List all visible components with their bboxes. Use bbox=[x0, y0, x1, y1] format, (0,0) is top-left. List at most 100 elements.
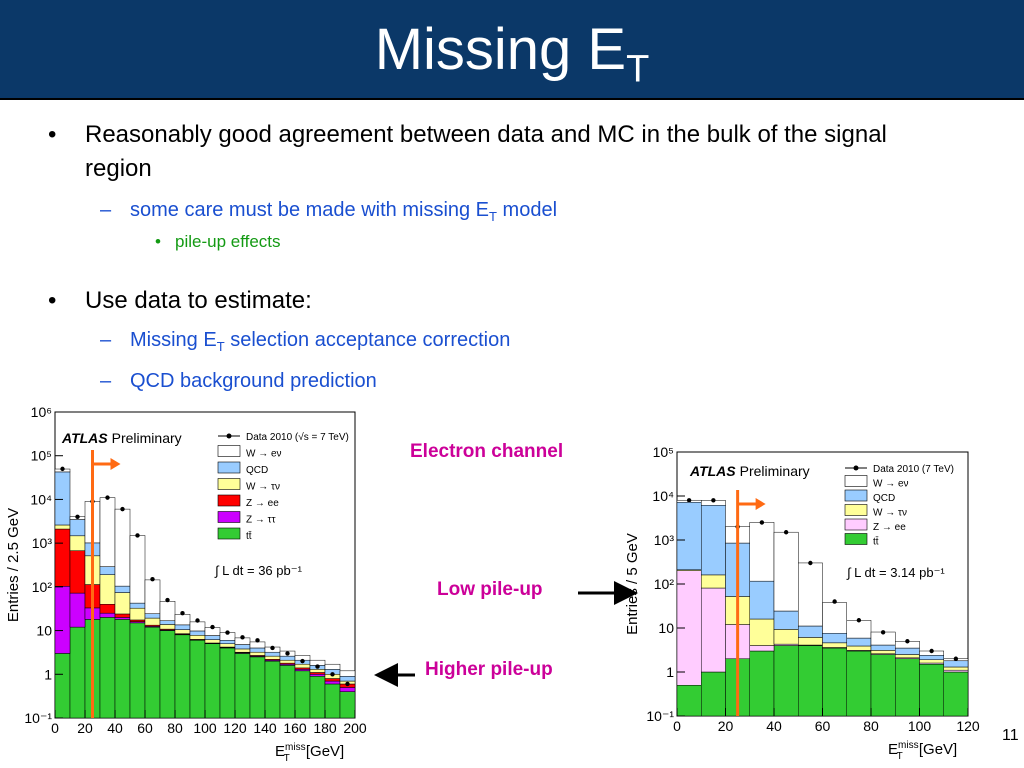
hist-bar bbox=[189, 635, 206, 640]
hist-bar bbox=[249, 651, 266, 656]
label: Higher pile-up bbox=[425, 659, 553, 680]
data-point bbox=[711, 498, 716, 503]
x-tick-label: 120 bbox=[956, 718, 980, 734]
hist-bar bbox=[159, 624, 176, 630]
bullet: some care must be made with missing ET m… bbox=[100, 197, 910, 230]
data-point bbox=[832, 599, 837, 604]
bullet-text: T bbox=[216, 339, 225, 354]
data-point bbox=[345, 681, 350, 687]
x-label-sup: miss bbox=[898, 740, 919, 751]
hist-bar bbox=[234, 648, 251, 653]
lumi: ∫ L dt = 36 pb⁻¹ bbox=[214, 563, 303, 578]
hist-bar bbox=[294, 670, 311, 719]
hist-bar bbox=[943, 669, 969, 673]
hist-bar bbox=[174, 634, 191, 719]
hist-bar bbox=[129, 622, 146, 719]
legend-swatch bbox=[217, 478, 241, 490]
legend-swatch bbox=[844, 533, 868, 545]
y-tick-label: 10² bbox=[654, 576, 675, 592]
hist-bar bbox=[264, 660, 281, 719]
atlas-label: ATLAS Preliminary bbox=[61, 430, 182, 446]
hist-bar bbox=[159, 630, 176, 719]
hist-bar bbox=[54, 471, 71, 526]
hist-bar bbox=[798, 645, 823, 717]
hist-bar bbox=[99, 604, 116, 614]
hist-bar bbox=[324, 663, 341, 670]
hist-bar bbox=[339, 676, 356, 682]
data-point bbox=[808, 560, 813, 566]
data-point bbox=[929, 648, 934, 654]
hist-bar bbox=[701, 574, 726, 589]
hist-bar bbox=[701, 505, 726, 576]
hist-bar bbox=[294, 663, 311, 669]
hist-bar bbox=[249, 656, 266, 719]
legend-label: W → eν bbox=[246, 449, 282, 460]
hist-bar bbox=[189, 640, 206, 719]
y-tick-label: 10⁴ bbox=[30, 491, 52, 507]
legend-label: Data 2010 (√s = 7 TeV) bbox=[246, 431, 349, 443]
hist-bar bbox=[309, 674, 326, 677]
hist-bar bbox=[129, 607, 146, 621]
hist-bar bbox=[324, 680, 341, 685]
label: Low pile-up bbox=[437, 579, 543, 600]
data-point bbox=[210, 624, 215, 630]
data-point bbox=[285, 651, 290, 656]
hist-bar bbox=[309, 672, 326, 675]
x-label-sup: miss bbox=[285, 742, 306, 753]
hist-bar bbox=[204, 643, 221, 719]
data-point bbox=[165, 597, 170, 603]
data-point bbox=[195, 618, 200, 623]
y-tick-label: 10⁻¹ bbox=[24, 710, 52, 726]
data-point bbox=[135, 533, 140, 538]
x-axis-label: Emiss T [GeV] bbox=[275, 742, 344, 764]
hist-bar bbox=[129, 619, 146, 622]
data-point bbox=[905, 639, 910, 644]
bullet: QCD background prediction bbox=[100, 368, 910, 394]
y-tick-label: 10⁴ bbox=[652, 488, 674, 504]
hist-bar bbox=[701, 671, 726, 717]
lumi: ∫ L dt = 3.14 pb⁻¹ bbox=[846, 565, 945, 580]
hist-bar bbox=[144, 579, 161, 614]
y-tick-label: 10 bbox=[658, 620, 674, 636]
x-axis-label: Emiss T [GeV] bbox=[888, 740, 957, 762]
hist-bar bbox=[144, 613, 161, 619]
hist-bar bbox=[114, 613, 131, 618]
hist-bar bbox=[846, 645, 872, 651]
title: Missing E bbox=[374, 17, 627, 82]
hist-bar bbox=[701, 587, 726, 673]
hist-bar bbox=[129, 535, 146, 604]
hist-bar bbox=[99, 617, 116, 719]
hist-bar bbox=[324, 683, 341, 719]
legend-label: tt̄ bbox=[873, 535, 879, 547]
y-tick-label: 10⁶ bbox=[31, 404, 52, 420]
hist-bar bbox=[822, 632, 847, 644]
hist-bar bbox=[676, 684, 702, 717]
status: Preliminary bbox=[740, 463, 810, 479]
hist-bar bbox=[749, 645, 775, 652]
hist-bar bbox=[773, 629, 799, 645]
hist-bar bbox=[189, 630, 206, 636]
hist-bar bbox=[339, 687, 356, 692]
legend-label: QCD bbox=[873, 493, 895, 504]
page-number: 11 bbox=[1002, 727, 1019, 744]
x-tick-label: 20 bbox=[77, 720, 93, 736]
legend-label: W → τν bbox=[246, 482, 280, 493]
hist-bar bbox=[846, 637, 872, 647]
x-tick-label: 80 bbox=[863, 718, 879, 734]
x-tick-label: 60 bbox=[815, 718, 831, 734]
legend-swatch bbox=[217, 511, 241, 523]
legend-label: Z → ee bbox=[246, 498, 279, 509]
y-tick-label: 1 bbox=[44, 666, 52, 682]
y-tick-label: 1 bbox=[666, 664, 674, 680]
data-point bbox=[300, 658, 305, 664]
hist-bar bbox=[219, 643, 236, 648]
hist-bar bbox=[129, 602, 146, 609]
bullet-text: model bbox=[496, 199, 558, 221]
x-label-sub: T bbox=[897, 751, 903, 762]
data-point bbox=[180, 610, 185, 616]
legend-label: Data 2010 (7 TeV) bbox=[873, 464, 954, 475]
hist-bar bbox=[219, 647, 236, 719]
hist-bar bbox=[144, 626, 161, 719]
